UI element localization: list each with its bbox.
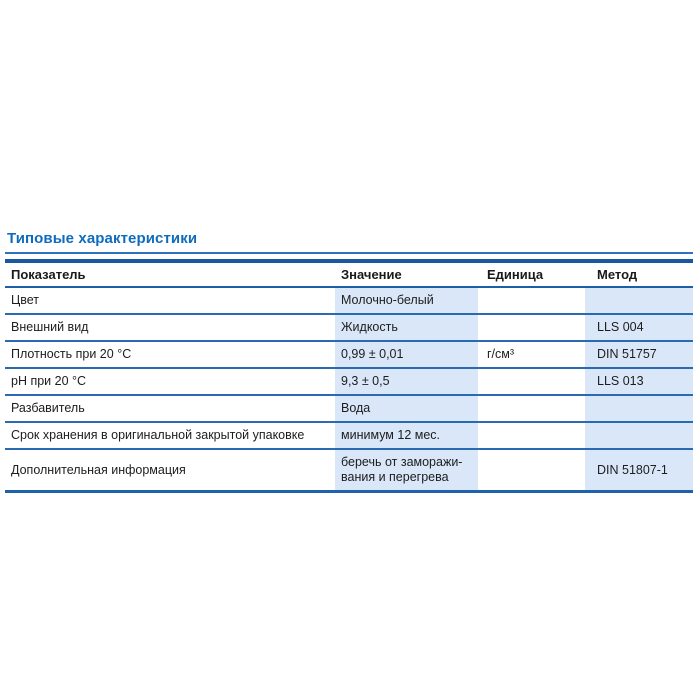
table-row: Цвет Молочно-белый [5, 287, 693, 315]
cell-method: DIN 51757 [585, 341, 693, 369]
cell-indicator: Дополнительная информация [5, 449, 335, 493]
table-row: Внешний вид Жидкость LLS 004 [5, 314, 693, 342]
cell-indicator: pH при 20 °C [5, 368, 335, 396]
characteristics-table: Показатель Значение Единица Метод Цвет М… [5, 259, 693, 493]
table-header-row: Показатель Значение Единица Метод [5, 261, 693, 288]
datasheet-section: Типовые характеристики Показатель Значен… [5, 230, 693, 493]
cell-indicator: Плотность при 20 °C [5, 341, 335, 369]
cell-value: 9,3 ± 0,5 [335, 368, 478, 396]
column-header-unit: Единица [478, 261, 585, 288]
table-row: Разбавитель Вода [5, 395, 693, 423]
cell-unit [478, 422, 585, 450]
title-underline [5, 252, 693, 254]
cell-method [585, 395, 693, 423]
cell-method [585, 422, 693, 450]
cell-value: 0,99 ± 0,01 [335, 341, 478, 369]
table-row: pH при 20 °C 9,3 ± 0,5 LLS 013 [5, 368, 693, 396]
page-title: Типовые характеристики [7, 230, 198, 247]
cell-indicator: Цвет [5, 287, 335, 315]
column-header-indicator: Показатель [5, 261, 335, 288]
cell-value: Жидкость [335, 314, 478, 342]
table-row: Срок хранения в оригинальной закрытой уп… [5, 422, 693, 450]
cell-method: DIN 51807-1 [585, 449, 693, 493]
table-row: Дополнительная информация беречь от замо… [5, 449, 693, 493]
cell-unit [478, 395, 585, 423]
cell-unit [478, 449, 585, 493]
table-row: Плотность при 20 °C 0,99 ± 0,01 г/см³ DI… [5, 341, 693, 369]
cell-indicator: Внешний вид [5, 314, 335, 342]
column-header-method: Метод [585, 261, 693, 288]
cell-unit [478, 314, 585, 342]
cell-unit [478, 287, 585, 315]
cell-value: Вода [335, 395, 478, 423]
cell-value: Молочно-белый [335, 287, 478, 315]
cell-method: LLS 013 [585, 368, 693, 396]
cell-unit [478, 368, 585, 396]
cell-method: LLS 004 [585, 314, 693, 342]
cell-indicator: Срок хранения в оригинальной закрытой уп… [5, 422, 335, 450]
cell-value: минимум 12 мес. [335, 422, 478, 450]
cell-indicator: Разбавитель [5, 395, 335, 423]
cell-unit: г/см³ [478, 341, 585, 369]
cell-value: беречь от заморажи-вания и перегрева [335, 449, 478, 493]
column-header-value: Значение [335, 261, 478, 288]
cell-method [585, 287, 693, 315]
